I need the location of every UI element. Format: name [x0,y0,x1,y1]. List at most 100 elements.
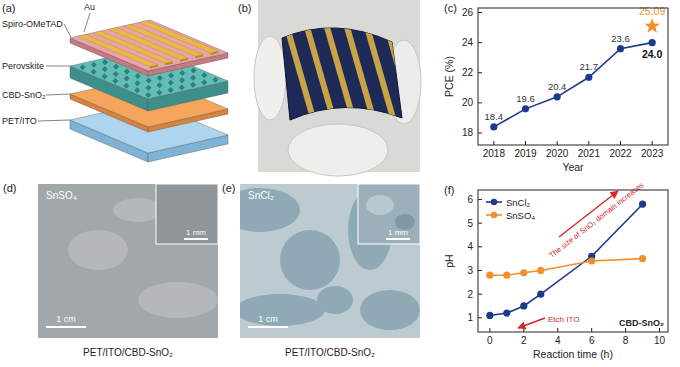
x-tick-label: 6 [589,335,595,346]
x-tick-label: 2 [521,335,527,346]
panel-label: (b) [238,2,251,14]
panel-b: (b) [238,0,435,176]
crystal [157,75,163,81]
data-label: 24.0 [642,48,663,60]
series-line [494,43,652,127]
y-tick-label: 6 [467,194,473,205]
electrode-stripe [405,20,435,125]
data-label: 23.6 [611,33,630,44]
data-point [537,267,544,274]
x-tick-label: 2019 [514,148,537,159]
x-tick [659,328,660,332]
crystal [135,73,141,79]
panel-label: (f) [444,184,454,196]
x-tick [625,328,626,332]
data-point [503,309,510,316]
electrode-stripe [385,20,415,125]
photo-blotch [68,230,128,270]
data-point [537,291,544,298]
y-tick-label: 20 [462,97,474,108]
sample-label: SnSO₄ [46,190,77,201]
panel-sample: (d)1 mmSnSO₄1 cmPET/ITO/CBD-SnO₂ [3,182,218,358]
x-axis-label: Reaction time (h) [533,348,613,360]
crystal [124,68,130,74]
series-line [490,259,643,276]
y-tick [478,72,482,73]
data-point [649,39,656,46]
photo-blotch [317,286,353,314]
data-point [639,255,646,262]
crystal [168,73,174,79]
x-tick-label: 2018 [483,148,506,159]
electrode-stripe [365,20,395,125]
crystal [179,84,185,90]
crystal [102,66,108,72]
layer-label: CBD-SnO₂ [2,90,46,100]
layer-label: PET/ITO [2,116,37,126]
y-tick [478,317,482,318]
y-axis-label: PCE (%) [443,56,455,97]
x-tick-label: 0 [487,335,493,346]
data-point [522,105,529,112]
y-tick-label: 22 [462,67,474,78]
y-tick-label: 5 [467,218,473,229]
panel-a: (a)AuSpiro-OMeTADPerovskiteCBD-SnO₂PET/I… [2,2,228,162]
scale-bar [386,238,410,240]
crystal [212,77,218,83]
sample-label: SnCl₂ [248,190,274,201]
crystal [179,70,185,76]
data-point [503,272,510,279]
data-point [520,269,527,276]
crystal [112,78,118,84]
x-tick [489,328,490,332]
annotation-arrow [559,191,618,237]
data-point [617,45,624,52]
photo-blotch [360,290,420,330]
y-tick [478,102,482,103]
data-label: 18.4 [485,111,504,122]
data-point [490,123,497,130]
x-tick-label: 8 [623,335,629,346]
scale-label: 1 cm [258,314,278,324]
x-tick [523,328,524,332]
x-tick [620,141,621,145]
crystal [91,69,97,75]
crystal [157,82,163,88]
chart: (f)0246810123456Reaction time (h)pHSnCl₂… [443,180,668,360]
leader-line [84,13,90,32]
x-tick [525,141,526,145]
film-stripes [285,20,435,125]
y-tick-label: 1 [467,312,473,323]
panel-label: (c) [444,2,457,14]
panel-label: (e) [222,182,235,194]
crystal [135,80,141,86]
crystal [123,83,129,89]
data-labels: 18.419.620.421.723.624.025.09 [485,5,666,122]
crystal [191,68,197,74]
y-tick [478,270,482,271]
crystal [102,59,108,65]
photo-blotch [280,230,340,290]
caption: PET/ITO/CBD-SnO₂ [285,347,375,358]
y-tick [478,132,482,133]
legend-swatch [491,212,497,218]
y-tick [478,12,482,13]
y-tick-label: 18 [462,127,474,138]
panel-label: (a) [2,2,15,14]
y-tick [478,223,482,224]
x-tick [588,141,589,145]
x-tick-label: 2021 [578,148,601,159]
data-point [588,257,595,264]
star-point [645,18,660,33]
leader-line [46,94,70,95]
y-tick-label: 26 [462,7,474,18]
layer-top [70,20,228,71]
data-label: 21.7 [580,61,599,72]
crystal [102,73,108,79]
y-tick-label: 2 [467,289,473,300]
legend-swatch [491,199,497,205]
crystal [146,78,152,84]
photo-blotch [240,294,325,326]
crystal [201,72,207,78]
scale-label: 1 mm [186,228,206,237]
